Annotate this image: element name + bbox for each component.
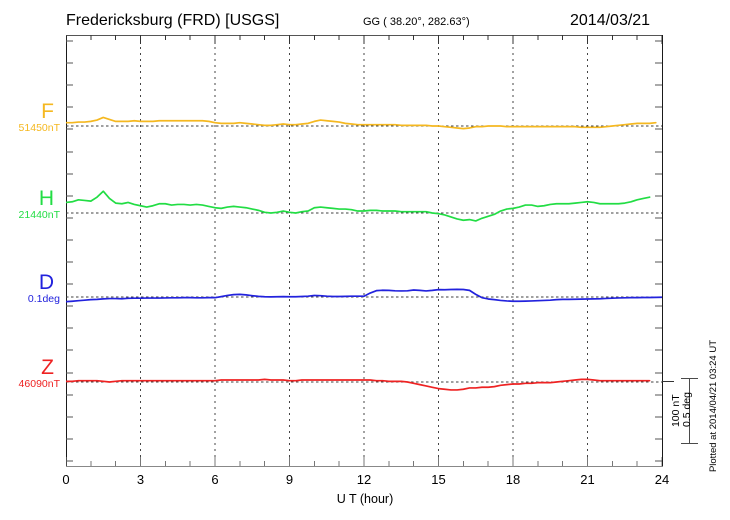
x-tick-label-9: 9: [285, 472, 294, 487]
x-tick-label-18: 18: [505, 472, 521, 487]
trace-H: [66, 190, 651, 222]
panel-F: [66, 116, 662, 130]
component-letter-Z: Z: [41, 356, 54, 379]
panel-H: [66, 190, 662, 222]
component-letter-F: F: [41, 100, 54, 123]
scalebar-top-serif: [681, 378, 698, 379]
plotted-at-timestamp: Plotted at 2014/04/21 03:24 UT: [708, 340, 719, 473]
scalebar-line: [689, 378, 690, 444]
x-tick-label-12: 12: [356, 472, 372, 487]
scalebar-label-line-2: 0.5 deg: [681, 392, 694, 428]
component-letter-D: D: [38, 271, 54, 294]
y-axis-ticks-group: [66, 40, 662, 462]
x-axis-ticks-group: [66, 35, 662, 466]
magnetogram-plot-area: [66, 35, 662, 466]
component-baseline-value-D: 0.1deg: [27, 293, 60, 305]
component-baseline-value-F: 51450nT: [18, 122, 60, 134]
panel-Z: [66, 378, 662, 391]
geographic-coordinates-label: GG ( 38.20°, 282.63°): [363, 16, 470, 28]
scalebar-bottom-serif: [681, 443, 698, 444]
trace-Z: [66, 378, 651, 391]
component-baseline-value-H: 21440nT: [18, 209, 60, 221]
x-tick-label-6: 6: [211, 472, 219, 487]
x-tick-label-21: 21: [580, 472, 595, 487]
trace-F: [66, 116, 657, 130]
x-tick-label-0: 0: [62, 472, 70, 487]
component-baseline-value-Z: 46090nT: [18, 378, 60, 390]
plot-frame-bottom-axis: [66, 466, 663, 467]
page-title: Fredericksburg (FRD) [USGS]: [66, 12, 280, 29]
x-axis-title: U T (hour): [336, 492, 394, 506]
observation-date-label: 2014/03/21: [570, 12, 651, 29]
x-tick-label-24: 24: [654, 472, 670, 487]
trace-D: [66, 288, 662, 303]
gridlines-group: [140, 35, 588, 466]
x-tick-label-15: 15: [431, 472, 446, 487]
component-letter-H: H: [38, 187, 54, 210]
scalebar-label: 100 nT 0.5 deg: [670, 392, 694, 428]
plot-frame-right-axis: [662, 35, 663, 467]
x-tick-label-3: 3: [136, 472, 145, 487]
scalebar-axis-tick: [662, 381, 674, 382]
panel-D: [66, 288, 662, 303]
plot-frame-left-axis: [66, 35, 67, 467]
